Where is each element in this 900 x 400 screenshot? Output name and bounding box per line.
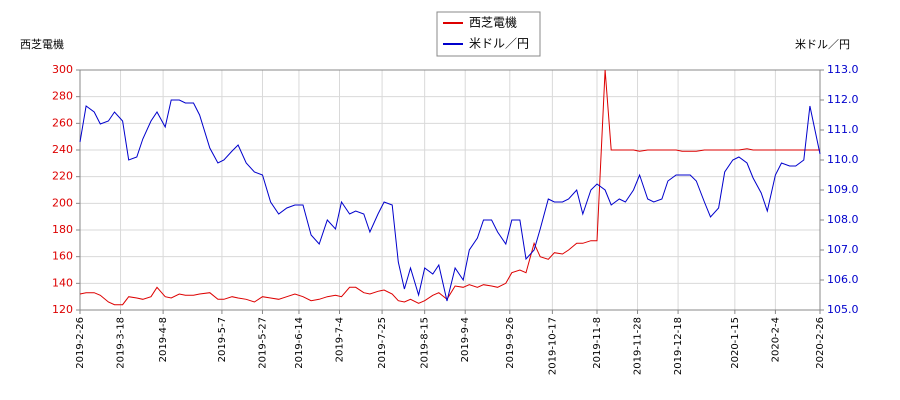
x-tick-label: 2020-2-4: [770, 317, 781, 362]
y-tick-label: 240: [52, 143, 73, 156]
legend-box: [436, 11, 541, 57]
x-tick-label: 2019-9-4: [460, 317, 471, 362]
x-tick-label: 2019-7-25: [377, 317, 388, 369]
y2-tick-label: 109.0: [827, 183, 859, 196]
x-tick-label: 2020-1-15: [730, 317, 741, 369]
y-tick-label: 300: [52, 63, 73, 76]
y2-tick-label: 108.0: [827, 213, 859, 226]
x-tick-label: 2019-11-8: [592, 317, 603, 369]
y2-tick-label: 107.0: [827, 243, 859, 256]
line-series: [79, 99, 821, 302]
legend-label: 米ドル／円: [469, 37, 529, 51]
y2-tick-label: 110.0: [827, 153, 859, 166]
x-tick-label: 2019-3-18: [116, 317, 127, 369]
y-tick-label: 140: [52, 276, 73, 289]
y-tick-label: 160: [52, 250, 73, 263]
x-tick-label: 2019-2-26: [75, 317, 86, 369]
legend-label: 西芝電機: [469, 15, 517, 30]
x-tick-label: 2019-11-28: [633, 317, 644, 375]
y-tick-label: 120: [52, 303, 73, 316]
line-series: [79, 69, 820, 306]
y-axis-title: 西芝電機: [20, 37, 64, 51]
x-tick-label: 2019-8-15: [420, 317, 431, 369]
x-tick-label: 2019-7-4: [335, 317, 346, 362]
y2-tick-label: 105.0: [827, 303, 859, 316]
y2-tick-label: 106.0: [827, 273, 859, 286]
y-tick-label: 180: [52, 223, 73, 236]
x-tick-label: 2019-5-7: [217, 317, 228, 362]
x-tick-label: 2019-4-8: [158, 317, 169, 362]
x-tick-label: 2019-12-18: [673, 317, 684, 375]
x-tick-label: 2019-5-27: [257, 317, 268, 369]
y2-tick-label: 113.0: [827, 63, 859, 76]
y2-tick-label: 111.0: [827, 123, 859, 136]
y-tick-label: 260: [52, 116, 73, 129]
y2-tick-label: 112.0: [827, 93, 859, 106]
plot-border: [79, 69, 821, 311]
y2-axis-title: 米ドル／円: [795, 38, 850, 51]
x-tick-label: 2019-9-26: [505, 317, 516, 369]
x-tick-label: 2020-2-26: [815, 317, 826, 369]
y-tick-label: 280: [52, 90, 73, 103]
x-tick-label: 2019-6-14: [294, 317, 305, 369]
x-tick-label: 2019-10-17: [547, 317, 558, 375]
y-tick-label: 200: [52, 196, 73, 209]
y-tick-label: 220: [52, 170, 73, 183]
